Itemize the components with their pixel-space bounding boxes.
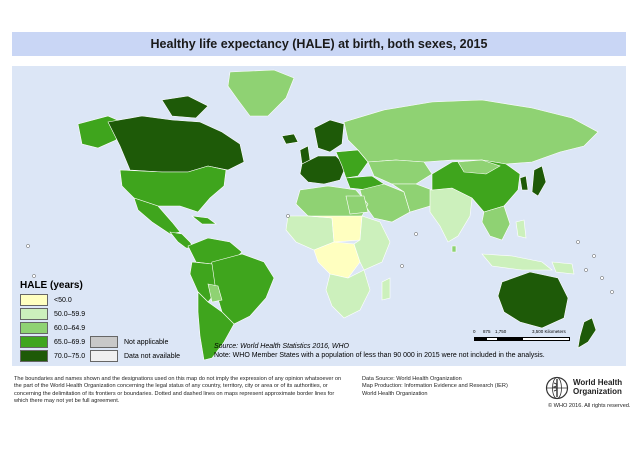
region-southeast-asia[interactable]: [481, 205, 511, 241]
legend-title: HALE (years): [20, 280, 83, 291]
region-madagascar[interactable]: [381, 277, 391, 301]
scale-segment: [522, 337, 570, 341]
legend-label: 65.0–69.9: [54, 338, 86, 346]
island-marker[interactable]: [576, 240, 580, 244]
scale-bar-graphic: [474, 337, 574, 341]
region-australia[interactable]: [497, 271, 569, 329]
map-title: Healthy life expectancy (HALE) at birth,…: [12, 32, 626, 56]
region-caribbean[interactable]: [190, 215, 217, 225]
region-southern-cone[interactable]: [197, 291, 235, 361]
region-greenland[interactable]: [227, 69, 295, 117]
organization-line: World Health Organization: [362, 390, 428, 397]
scale-segment: [498, 337, 522, 341]
legend-swatch: [90, 350, 118, 362]
legend-swatch: [90, 336, 118, 348]
island-marker[interactable]: [32, 274, 36, 278]
legend-label: 60.0–64.9: [54, 324, 86, 332]
who-name: World Health Organization: [573, 378, 622, 396]
legend-label: <50.0: [54, 296, 72, 304]
island-marker[interactable]: [400, 264, 404, 268]
region-bolivia[interactable]: [207, 283, 223, 303]
region-mongolia[interactable]: [457, 159, 501, 175]
map-production-line: Map Production: Information Evidence and…: [362, 383, 508, 390]
legend-swatch: [20, 336, 48, 348]
who-name-line: Organization: [573, 387, 622, 396]
copyright: © WHO 2016. All rights reserved.: [548, 403, 631, 409]
legend-item-not-applicable: Not applicable: [90, 336, 168, 348]
region-sri-lanka[interactable]: [451, 245, 457, 253]
scale-label: 1,750: [495, 329, 507, 334]
region-central-asia[interactable]: [367, 159, 433, 185]
world-map[interactable]: [12, 66, 626, 366]
legend-label: Not applicable: [124, 338, 169, 346]
note-line: Note: WHO Member States with a populatio…: [214, 352, 545, 359]
region-japan[interactable]: [531, 165, 547, 197]
legend-swatch: [20, 322, 48, 334]
who-name-line: World Health: [573, 378, 623, 387]
data-source: Data Source: World Health Organization M…: [362, 376, 532, 398]
legend-label: 70.0–75.0: [54, 352, 86, 360]
legend-swatch: [20, 308, 48, 320]
legend-label: Data not available: [124, 352, 181, 360]
legend-item-1: <50.0: [20, 294, 72, 306]
region-arctic-islands[interactable]: [161, 95, 209, 119]
legend-item-no-data: Data not available: [90, 350, 180, 362]
region-western-europe[interactable]: [299, 155, 347, 185]
region-canada[interactable]: [107, 115, 245, 173]
region-egypt[interactable]: [345, 195, 369, 215]
scale-label: 0: [473, 329, 476, 334]
legend-swatch: [20, 294, 48, 306]
region-philippines[interactable]: [515, 219, 527, 239]
region-south-asia[interactable]: [429, 187, 473, 243]
region-new-zealand[interactable]: [577, 317, 597, 349]
scale-segment: [474, 337, 486, 341]
who-logo: World Health Organization: [545, 376, 635, 406]
disclaimer: The boundaries and names shown and the d…: [14, 376, 342, 405]
scale-segment: [486, 337, 498, 341]
region-png[interactable]: [551, 261, 575, 275]
scale-label: 875: [483, 329, 491, 334]
data-source-line: Data Source: World Health Organization: [362, 376, 462, 382]
region-central-africa[interactable]: [313, 241, 361, 279]
legend-swatch: [20, 350, 48, 362]
region-southern-africa[interactable]: [325, 269, 371, 319]
island-marker[interactable]: [414, 232, 418, 236]
legend-item-2: 50.0–59.9: [20, 308, 85, 320]
region-russia[interactable]: [343, 99, 599, 165]
island-marker[interactable]: [584, 268, 588, 272]
region-iceland[interactable]: [281, 133, 299, 145]
island-marker[interactable]: [286, 214, 290, 218]
region-korea[interactable]: [519, 175, 529, 191]
legend-item-5: 70.0–75.0: [20, 350, 85, 362]
legend-label: 50.0–59.9: [54, 310, 86, 318]
map-panel[interactable]: HALE (years) <50.0 50.0–59.9 60.0–64.9 6…: [12, 66, 626, 366]
region-scandinavia[interactable]: [313, 119, 345, 153]
legend-item-4: 65.0–69.9: [20, 336, 85, 348]
island-marker[interactable]: [26, 244, 30, 248]
source-note: Source: World Health Statistics 2016, WH…: [214, 342, 545, 360]
island-marker[interactable]: [610, 290, 614, 294]
region-indonesia[interactable]: [481, 253, 553, 271]
source-line: Source: World Health Statistics 2016, WH…: [214, 343, 349, 350]
who-emblem-icon: [545, 376, 569, 400]
region-sahel[interactable]: [307, 215, 363, 243]
island-marker[interactable]: [592, 254, 596, 258]
island-marker[interactable]: [600, 276, 604, 280]
region-usa[interactable]: [119, 165, 227, 213]
legend-item-3: 60.0–64.9: [20, 322, 85, 334]
scale-label: 3,500 Kilometers: [532, 329, 566, 334]
